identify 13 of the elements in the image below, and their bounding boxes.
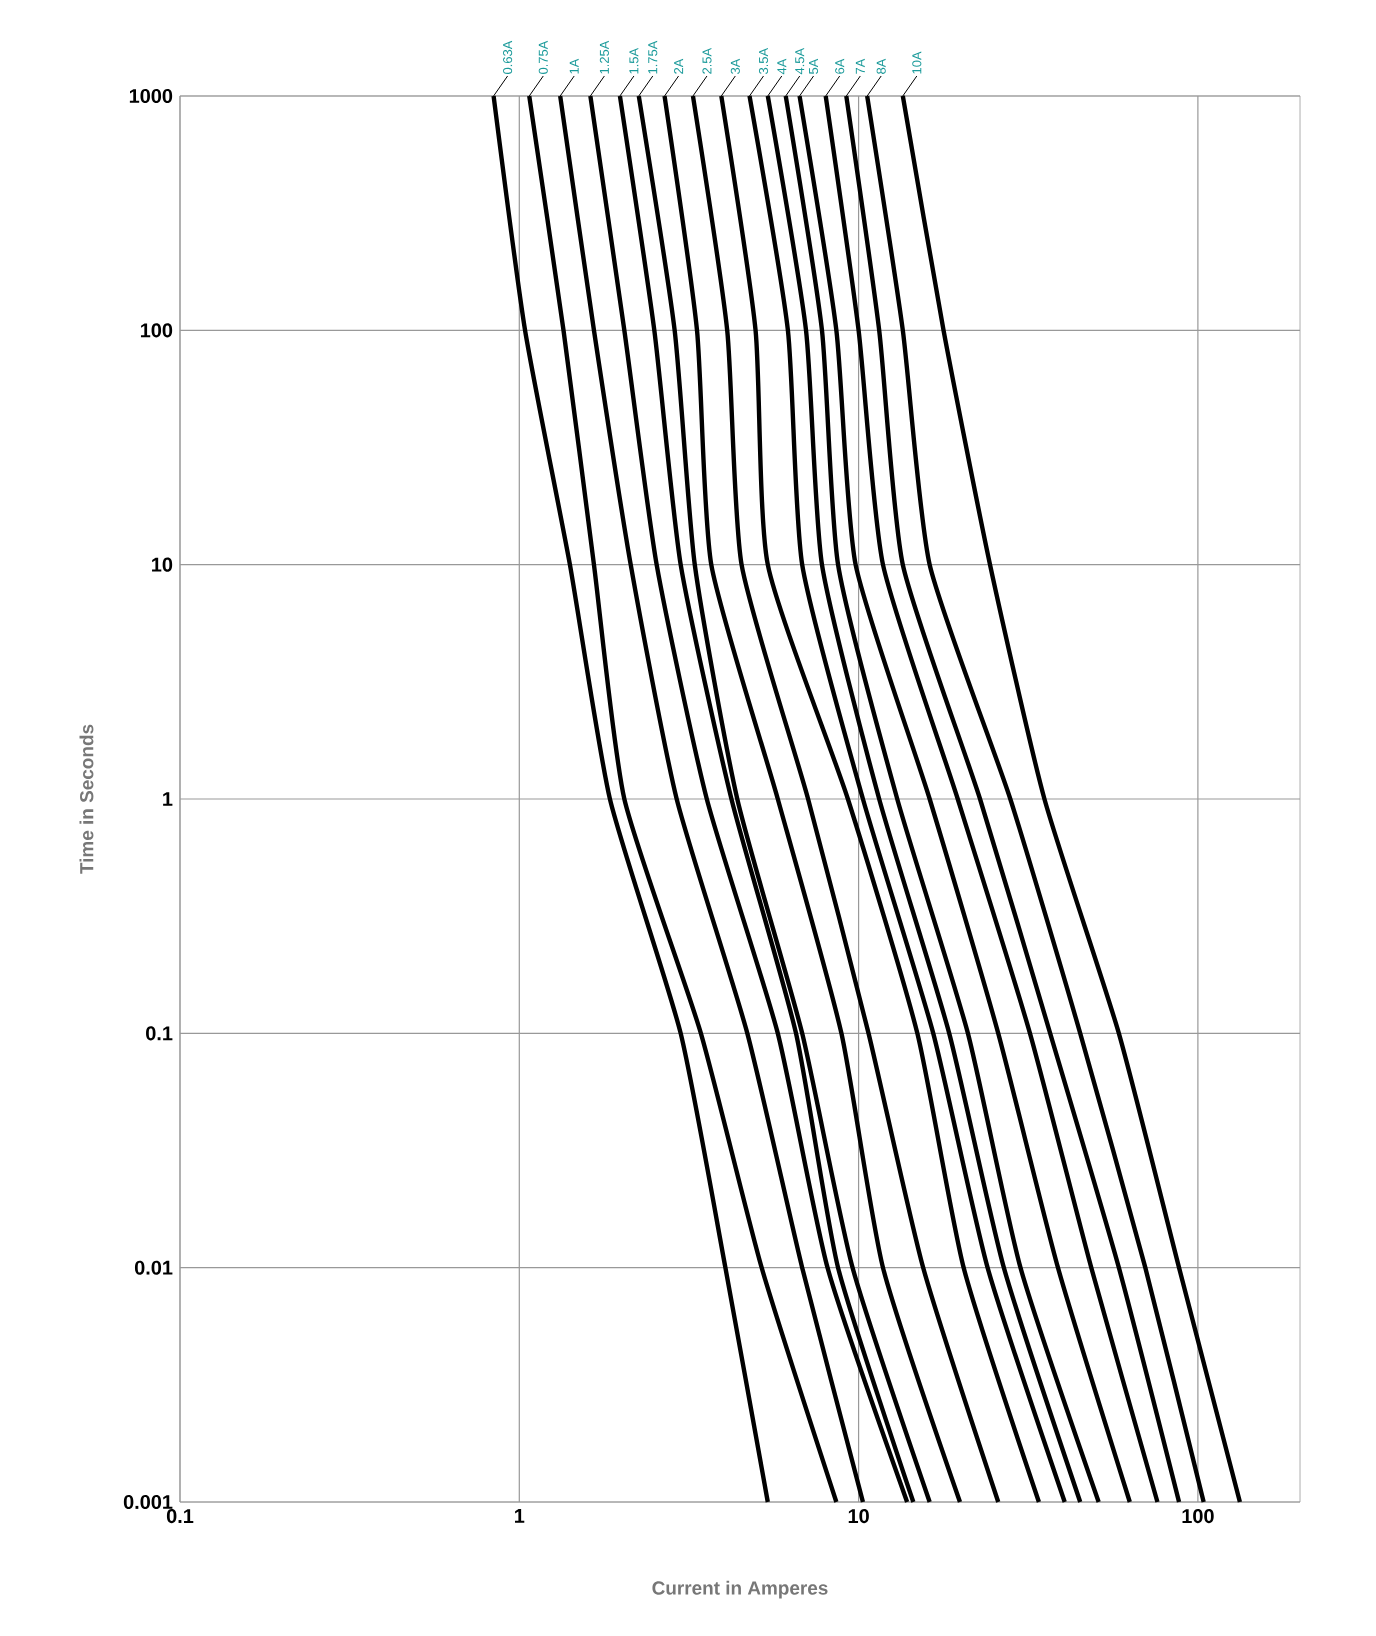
y-tick-label: 1 bbox=[163, 792, 173, 806]
y-axis-title: Time in Seconds bbox=[79, 724, 94, 874]
y-tick-label: 0.1 bbox=[146, 1026, 173, 1041]
x-tick-label: 10 bbox=[848, 1509, 869, 1524]
y-tick-label: 100 bbox=[140, 323, 173, 338]
x-tick-label: 100 bbox=[1182, 1509, 1214, 1524]
x-tick-label: 1 bbox=[515, 1509, 525, 1523]
x-tick-label: 0.1 bbox=[166, 1509, 194, 1524]
y-tick-label: 0.001 bbox=[123, 1494, 173, 1510]
x-axis-title: Current in Amperes bbox=[652, 1580, 828, 1599]
y-tick-label: 1000 bbox=[129, 88, 173, 104]
y-tick-label: 0.01 bbox=[134, 1260, 173, 1275]
y-tick-label: 10 bbox=[152, 557, 173, 572]
